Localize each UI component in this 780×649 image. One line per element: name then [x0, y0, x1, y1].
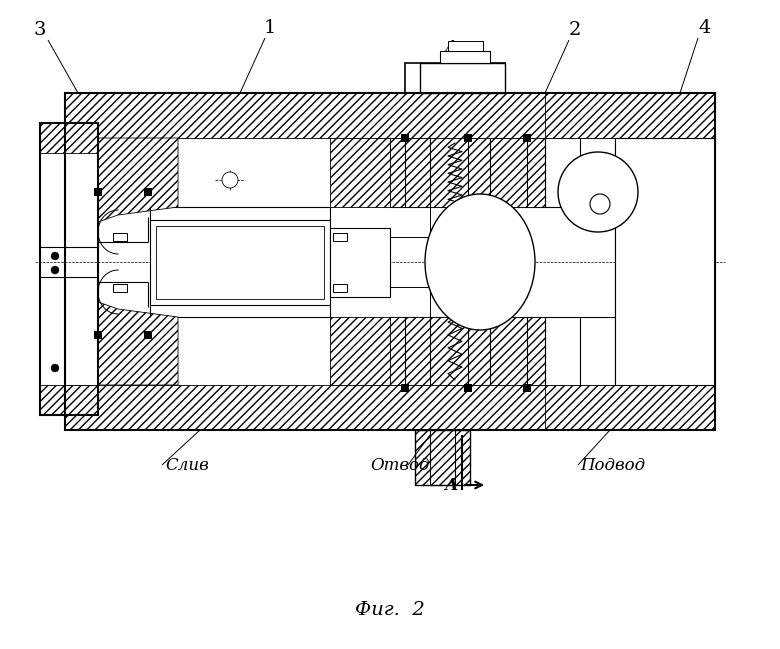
- Bar: [523, 134, 531, 142]
- Bar: [150, 220, 330, 305]
- Text: А: А: [445, 39, 458, 56]
- Bar: [464, 134, 472, 142]
- Bar: [144, 188, 152, 196]
- Polygon shape: [65, 385, 715, 430]
- Bar: [40, 123, 98, 415]
- Text: Фиг.  2: Фиг. 2: [355, 601, 425, 619]
- Text: А: А: [445, 477, 458, 494]
- Circle shape: [51, 266, 59, 274]
- Polygon shape: [65, 93, 715, 138]
- Bar: [113, 284, 127, 292]
- Circle shape: [222, 172, 238, 188]
- Bar: [401, 384, 409, 392]
- Bar: [615, 138, 715, 385]
- Polygon shape: [422, 63, 503, 93]
- Text: Подвод: Подвод: [580, 456, 645, 474]
- Polygon shape: [40, 385, 98, 415]
- Bar: [440, 51, 490, 63]
- Bar: [144, 331, 152, 339]
- Polygon shape: [545, 93, 715, 138]
- Polygon shape: [330, 317, 390, 385]
- Bar: [65, 93, 715, 430]
- Polygon shape: [98, 302, 178, 385]
- Bar: [523, 384, 531, 392]
- Text: 4: 4: [699, 19, 711, 37]
- Circle shape: [51, 252, 59, 260]
- Text: Слив: Слив: [165, 456, 209, 474]
- Bar: [330, 228, 390, 297]
- Bar: [401, 134, 409, 142]
- Bar: [333, 284, 347, 292]
- Bar: [94, 188, 102, 196]
- Polygon shape: [40, 123, 98, 153]
- Polygon shape: [330, 138, 390, 207]
- Polygon shape: [415, 430, 470, 485]
- Text: 3: 3: [34, 21, 46, 39]
- Polygon shape: [390, 317, 545, 385]
- Text: Отвод: Отвод: [370, 456, 430, 474]
- Bar: [415, 430, 470, 485]
- Text: 2: 2: [569, 21, 581, 39]
- Bar: [333, 233, 347, 241]
- Polygon shape: [98, 138, 178, 222]
- Bar: [420, 63, 505, 93]
- Bar: [448, 41, 483, 51]
- Bar: [464, 384, 472, 392]
- Ellipse shape: [425, 194, 535, 330]
- Circle shape: [51, 364, 59, 372]
- Bar: [156, 226, 324, 299]
- Polygon shape: [390, 138, 545, 207]
- Polygon shape: [545, 385, 715, 430]
- Circle shape: [590, 194, 610, 214]
- Polygon shape: [405, 63, 505, 93]
- Circle shape: [558, 152, 638, 232]
- Bar: [94, 331, 102, 339]
- Bar: [113, 233, 127, 241]
- Text: 1: 1: [264, 19, 276, 37]
- Bar: [405, 63, 505, 93]
